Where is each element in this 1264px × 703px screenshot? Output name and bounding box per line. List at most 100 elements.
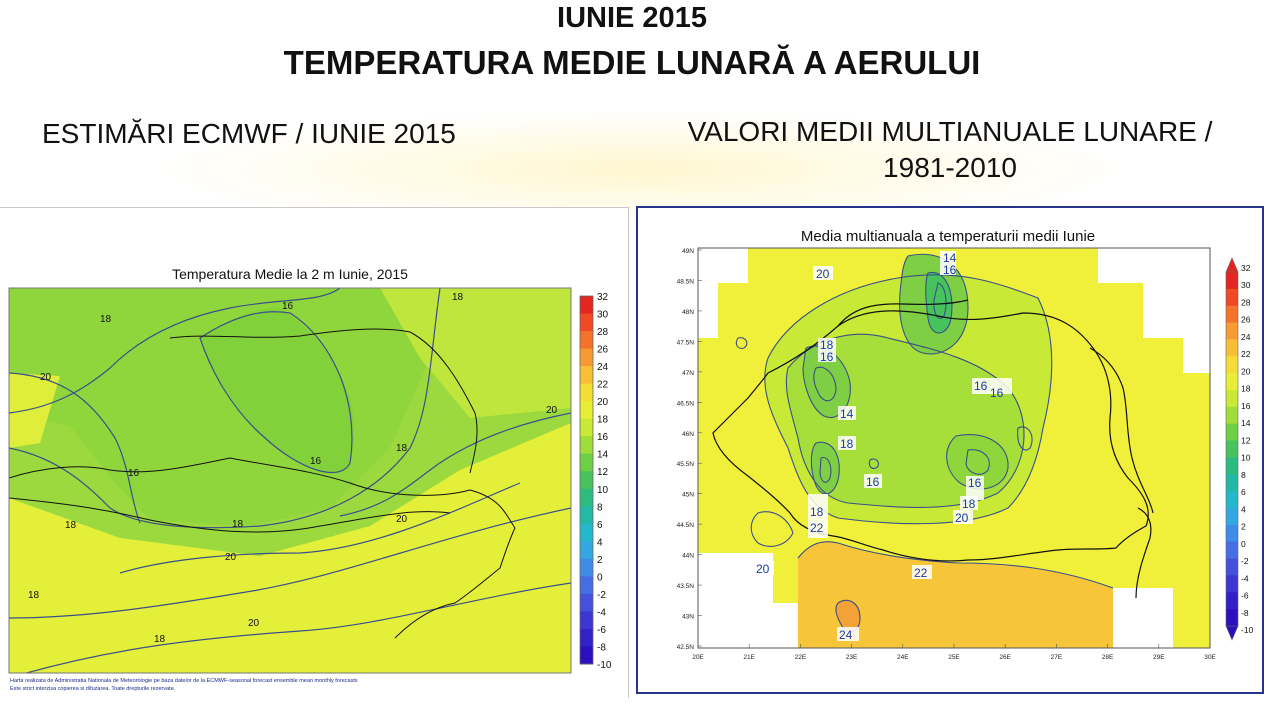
lat-tick-label: 43.5N: [677, 583, 695, 590]
lon-tick-label: 28E: [1102, 654, 1114, 661]
darker-green-core: [200, 308, 355, 473]
colorbar-tick-label: 30: [1241, 280, 1251, 290]
yellow-region-west: [9, 373, 60, 448]
contour-label: 24: [839, 628, 853, 642]
multiannual-contour-labels: 14 16 20 18 16 16 16 14 18 16 16 18 20 1…: [754, 251, 1012, 642]
green-zone-southwest: [811, 442, 840, 494]
colorbar-tick-label: 20: [1241, 366, 1251, 376]
green-zone-southeast: [946, 434, 1009, 489]
contour-label: 18: [28, 590, 40, 601]
colorbar-swatch: [580, 646, 593, 665]
colorbar-swatch: [1226, 406, 1238, 425]
contour-label: 16: [968, 476, 982, 490]
colorbar-swatch: [1226, 390, 1238, 408]
colorbar-swatch: [580, 628, 593, 647]
contour-label: 18: [65, 520, 77, 531]
lon-tick-label: 27E: [1051, 654, 1063, 661]
colorbar-tick-label: 10: [597, 485, 609, 496]
right-heading-line1: VALORI MEDII MULTIANUALE LUNARE /: [687, 116, 1213, 147]
contour-label: 18: [396, 443, 408, 454]
colorbar-tick-label: 28: [597, 327, 609, 338]
colorbar-swatch: [580, 576, 593, 595]
multiannual-map-svg: Media multianuala a temperaturii medii I…: [677, 228, 1254, 661]
colorbar-tick-label: 6: [597, 520, 603, 531]
longitude-axis: 20E 21E 22E 23E 24E 25E 26E 27E 28E 29E 30E: [692, 644, 1216, 661]
colorbar-swatch: [580, 611, 593, 630]
colorbar-swatch: [580, 558, 593, 577]
contour-label: 16: [310, 456, 322, 467]
colorbar-tick-label: -8: [597, 642, 606, 653]
colorbar-swatch: [1226, 440, 1238, 458]
colorbar-tick-label: 2: [597, 555, 603, 566]
contour-label: 22: [810, 521, 824, 535]
colorbar-swatch: [580, 436, 593, 455]
colorbar-tick-label: 26: [1241, 315, 1251, 325]
colorbar-tick-label: 16: [597, 432, 609, 443]
colorbar-swatch: [1226, 272, 1238, 290]
colorbar-tick-label: 32: [597, 292, 609, 303]
lat-tick-label: 49N: [682, 248, 694, 255]
colorbar-swatch: [580, 366, 593, 385]
right-heading-line2: 1981-2010: [883, 152, 1017, 183]
colorbar-tick-label: 8: [597, 502, 603, 513]
lat-tick-label: 45N: [682, 492, 694, 499]
lat-tick-label: 46.5N: [677, 400, 695, 407]
lat-tick-label: 44.5N: [677, 522, 695, 529]
colorbar-swatch: [580, 506, 593, 525]
contour-label: 18: [962, 497, 976, 511]
colorbar-tick-label: 28: [1241, 297, 1251, 307]
colorbar-frame: [1225, 271, 1239, 627]
lon-tick-label: 26E: [999, 654, 1011, 661]
lat-tick-label: 47.5N: [677, 339, 695, 346]
lon-tick-label: 22E: [795, 654, 807, 661]
contour-label: 20: [955, 511, 969, 525]
colorbar-tick-label: -2: [1241, 556, 1249, 566]
contour-label: 16: [943, 263, 957, 277]
contour-label: 14: [943, 251, 957, 265]
colorbar-swatch: [580, 313, 593, 332]
orange-core: [835, 600, 860, 632]
multiannual-map-area: [698, 248, 1210, 648]
multiannual-map-panel: Media multianuala a temperaturii medii I…: [636, 206, 1264, 694]
contour-label: 16: [866, 475, 880, 489]
colorbar-swatch: [580, 348, 593, 367]
contour-label: 16: [820, 350, 834, 364]
colorbar-swatch: [1226, 491, 1238, 509]
colorbar-arrow-bottom: [1225, 625, 1239, 641]
contour-label: 20: [396, 514, 408, 525]
lat-tick-label: 48N: [682, 309, 694, 316]
colorbar-tick-label: 12: [1241, 435, 1251, 445]
contour-label: 18: [810, 505, 824, 519]
lon-tick-label: 30E: [1204, 654, 1216, 661]
colorbar-swatch: [1226, 541, 1238, 560]
contour-label: 20: [756, 562, 770, 576]
colorbar-tick-label: 0: [597, 572, 603, 583]
contour-label: 16: [282, 301, 294, 312]
colorbar-swatch: [1226, 457, 1238, 475]
colorbar-tick-label: 6: [1241, 487, 1246, 497]
colorbar-swatch: [1226, 305, 1238, 324]
lat-tick-label: 48.5N: [677, 278, 695, 285]
colorbar-swatch: [580, 401, 593, 420]
colorbar-tick-label: 24: [597, 362, 609, 373]
colorbar-tick-label: -8: [1241, 608, 1249, 618]
colorbar-tick-label: -4: [597, 607, 606, 618]
lat-tick-label: 47N: [682, 370, 694, 377]
colorbar-swatch: [580, 296, 593, 315]
colorbar-tick-label: 4: [1241, 504, 1246, 514]
colorbar-tick-label: -10: [597, 660, 612, 671]
colorbar-swatch: [1226, 423, 1238, 442]
ecmwf-footer-line2: Este strict interzisa copierea si difuza…: [10, 686, 176, 692]
lon-tick-label: 20E: [692, 654, 704, 661]
contour-label: 22: [914, 566, 928, 580]
lat-tick-label: 44N: [682, 553, 694, 560]
colorbar-tick-label: 16: [1241, 401, 1251, 411]
lon-tick-label: 25E: [948, 654, 960, 661]
contour-label: 20: [816, 267, 830, 281]
lat-tick-label: 42.5N: [677, 644, 695, 651]
colorbar-swatch: [580, 593, 593, 612]
right-panel-heading: VALORI MEDII MULTIANUALE LUNARE / 1981-2…: [620, 114, 1264, 186]
contour-label: 20: [248, 618, 260, 629]
